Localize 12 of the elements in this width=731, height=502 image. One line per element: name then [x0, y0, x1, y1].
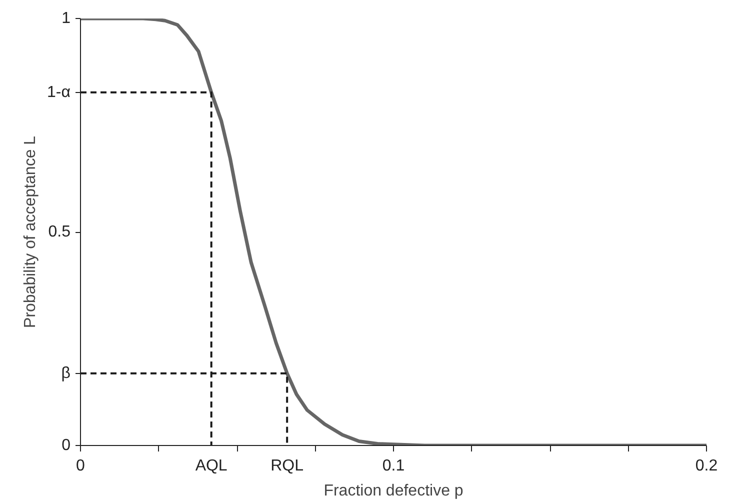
x-tick-label: 0: [76, 458, 86, 474]
x-tick-label: 0.1: [382, 458, 405, 474]
y-tick-label: 1-α: [47, 84, 71, 101]
x-tick-label: RQL: [270, 458, 304, 474]
x-axis-title: Fraction defective p: [324, 482, 464, 500]
x-tick-label: 0.2: [695, 458, 718, 474]
y-tick-label: β: [61, 364, 70, 382]
y-tick-label: 0.5: [48, 224, 71, 240]
y-axis-title: Probability of acceptance L: [22, 136, 40, 328]
y-tick-label: 0: [62, 437, 71, 454]
y-tick-label: 1: [62, 10, 71, 27]
x-tick-label: AQL: [195, 458, 228, 474]
